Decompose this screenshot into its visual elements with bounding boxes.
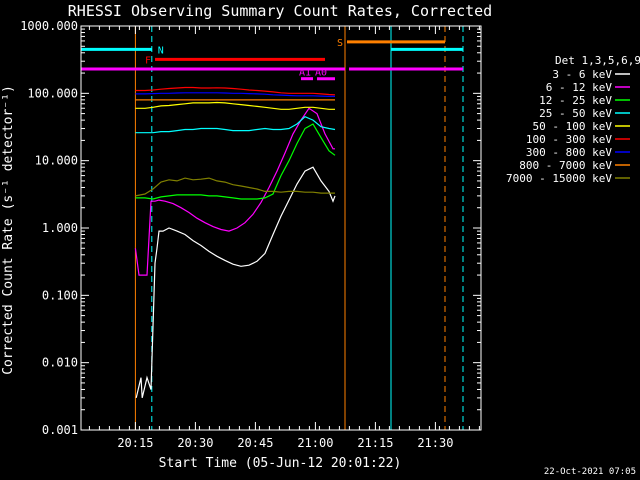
legend-label-7000-15000keV: 7000 - 15000 keV — [506, 172, 612, 185]
flag-label-S: S — [337, 38, 343, 49]
flag-label-N: N — [158, 45, 164, 56]
x-tick-label: 21:30 — [417, 436, 453, 450]
series-line-50-100keV — [135, 101, 335, 110]
legend-label-6-12keV: 6 - 12 keV — [546, 81, 613, 94]
series-line-3-6keV — [135, 166, 336, 399]
flag-label-A1: A1 — [299, 68, 311, 79]
x-tick-label: 20:15 — [117, 436, 153, 450]
series-line-7000-15000keV — [135, 177, 335, 197]
series-line-12-25keV — [135, 123, 336, 200]
flag-label-F: F — [145, 55, 151, 66]
y-axis-label: Corrected Count Rate (s⁻¹ detector⁻¹) — [1, 85, 16, 375]
series-line-300-800keV — [135, 92, 335, 98]
flag-label-A0: A0 — [315, 68, 327, 79]
plot-marks: N S F A1 A0 — [81, 26, 464, 430]
legend-label-25-50keV: 25 - 50 keV — [539, 107, 612, 120]
y-tick-label: 0.001 — [42, 423, 78, 437]
y-tick-label: 0.100 — [42, 288, 78, 302]
plot-frame — [80, 25, 482, 431]
legend-title: Det 1,3,5,6,9 — [555, 54, 640, 67]
series-line-25-50keV — [135, 115, 336, 134]
y-tick-label: 1000.000 — [20, 19, 78, 33]
legend-label-12-25keV: 12 - 25 keV — [539, 94, 612, 107]
y-tick-label: 0.010 — [42, 356, 78, 370]
x-tick-label: 21:15 — [357, 436, 393, 450]
x-tick-label: 21:00 — [297, 436, 333, 450]
legend-label-3-6keV: 3 - 6 keV — [552, 68, 612, 81]
y-tick-label: 100.000 — [27, 86, 78, 100]
legend-label-300-800keV: 300 - 800 keV — [526, 146, 612, 159]
legend-label-50-100keV: 50 - 100 keV — [533, 120, 613, 133]
series-line-6-12keV — [134, 107, 335, 276]
x-tick-label: 20:30 — [177, 436, 213, 450]
y-tick-label: 10.000 — [35, 154, 78, 168]
chart-title: RHESSI Observing Summary Count Rates, Co… — [68, 2, 492, 20]
legend-label-800-7000keV: 800 - 7000 keV — [519, 159, 612, 172]
series-line-100-300keV — [135, 86, 336, 96]
x-tick-label: 20:45 — [237, 436, 273, 450]
y-tick-label: 1.000 — [42, 221, 78, 235]
timestamp: 22-Oct-2021 07:05 — [544, 467, 636, 477]
x-axis-label: Start Time (05-Jun-12 20:01:22) — [159, 456, 402, 471]
axes: 0.001 0.010 0.100 1.000 10.000 100.000 1000.00… — [20, 19, 482, 450]
legend-label-100-300keV: 100 - 300 keV — [526, 133, 612, 146]
